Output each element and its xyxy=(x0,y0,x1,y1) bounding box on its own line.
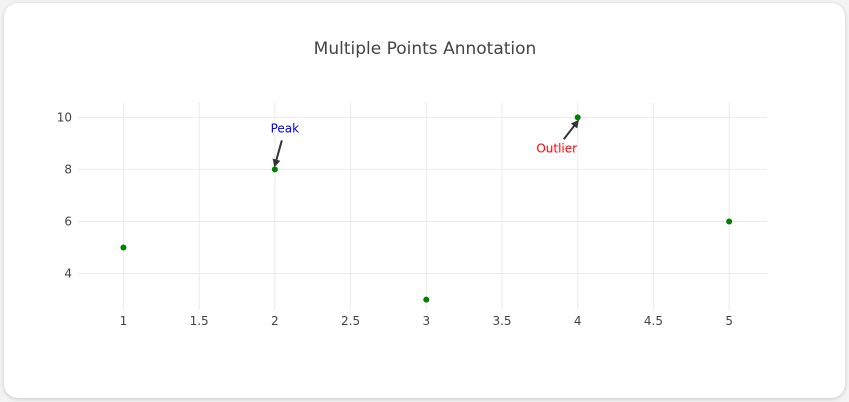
annotation-arrow xyxy=(562,119,579,140)
x-tick-label: 4 xyxy=(574,314,582,328)
data-point xyxy=(120,244,127,251)
data-point xyxy=(574,114,581,121)
data-point xyxy=(726,218,733,225)
grid xyxy=(78,103,767,310)
annotation-label: Outlier xyxy=(536,141,577,155)
y-tick-label: 10 xyxy=(57,110,72,124)
y-tick-label: 8 xyxy=(64,162,72,176)
annotation-label: Peak xyxy=(271,121,300,135)
x-tick-label: 5 xyxy=(725,314,733,328)
x-tick-label: 2.5 xyxy=(341,314,360,328)
axis-ticks: 1 1.5 2 2.5 3 3.5 4 4.5 5 4 6 8 10 xyxy=(57,110,733,328)
x-tick-label: 2 xyxy=(271,314,279,328)
x-tick-label: 1 xyxy=(120,314,128,328)
annotation: Peak xyxy=(271,121,300,168)
y-tick-label: 4 xyxy=(64,267,72,281)
x-tick-label: 4.5 xyxy=(644,314,663,328)
chart-card xyxy=(4,3,845,398)
annotations: Peak Outlier xyxy=(271,119,579,168)
data-point xyxy=(271,166,278,173)
annotation: Outlier xyxy=(536,119,579,155)
x-tick-label: 1.5 xyxy=(190,314,209,328)
data-points xyxy=(120,114,733,303)
chart-title: Multiple Points Annotation xyxy=(314,39,537,59)
x-tick-label: 3 xyxy=(422,314,430,328)
annotation-arrow xyxy=(272,140,283,168)
y-tick-label: 6 xyxy=(64,214,72,228)
data-point xyxy=(423,296,430,303)
x-tick-label: 3.5 xyxy=(492,314,511,328)
